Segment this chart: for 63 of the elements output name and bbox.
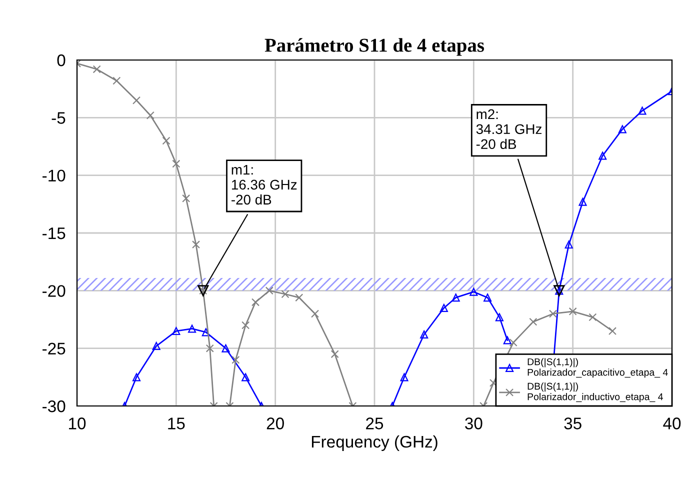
- y-tick-label: -20: [42, 285, 66, 297]
- point: [638, 106, 646, 115]
- y-tick-label: -30: [42, 400, 66, 412]
- point: [295, 294, 304, 302]
- point: [152, 342, 160, 350]
- point: [440, 304, 448, 312]
- point: [548, 310, 558, 318]
- point: [202, 328, 210, 336]
- point: [188, 324, 196, 333]
- x-tick-label: 30: [465, 418, 482, 430]
- x-tick-label: 35: [564, 418, 582, 430]
- x-tick-label: 20: [266, 418, 284, 430]
- x-tick-label: 10: [69, 418, 86, 430]
- x-tick-label: 25: [366, 418, 384, 430]
- point: [420, 330, 428, 339]
- x-tick-label: 40: [663, 418, 681, 430]
- x-tick-label: 15: [168, 418, 185, 430]
- y-tick-label: -25: [42, 342, 66, 355]
- point: [598, 152, 607, 160]
- annotation: m2: 34.31 GHz -20 dB: [476, 109, 542, 150]
- point: [132, 96, 141, 104]
- point: [251, 298, 260, 306]
- legend-label: DB(|S(1,1)|) Polarizador_inductivo_etapa_ 4: [528, 382, 663, 402]
- y-tick-label: -5: [52, 112, 66, 124]
- point: [206, 344, 214, 352]
- point: [162, 136, 170, 145]
- point: [503, 336, 512, 344]
- point: [568, 307, 577, 316]
- point: [509, 338, 518, 347]
- point: [484, 294, 492, 302]
- legend-label: DB(|S(1,1)|) Polarizador_capacitivo_etapa_ 4: [528, 358, 668, 378]
- annotation: m1: 16.36 GHz -20 dB: [232, 164, 297, 205]
- point: [281, 290, 290, 298]
- point: [222, 344, 230, 352]
- chart-title: Parámetro S11 de 4 etapas: [264, 38, 484, 56]
- point: [529, 318, 538, 326]
- point: [172, 327, 180, 336]
- point: [182, 194, 190, 202]
- point: [310, 310, 320, 318]
- point: [470, 288, 478, 296]
- point: [578, 198, 587, 206]
- point: [608, 327, 617, 336]
- point: [330, 350, 339, 358]
- point: [242, 373, 250, 382]
- point: [618, 125, 626, 134]
- point: [146, 111, 154, 120]
- point: [172, 160, 180, 168]
- y-tick-label: 0: [57, 54, 66, 66]
- x-axis-title: Frequency (GHz): [312, 435, 438, 451]
- point: [400, 373, 408, 382]
- point: [132, 373, 141, 382]
- point: [564, 240, 573, 249]
- point: [242, 321, 250, 330]
- point: [495, 313, 504, 322]
- point: [192, 240, 200, 249]
- point: [92, 65, 101, 74]
- point: [112, 76, 121, 85]
- y-tick-label: -10: [42, 170, 66, 182]
- y-tick-label: -15: [42, 228, 66, 240]
- point: [265, 286, 274, 295]
- point: [588, 313, 597, 322]
- point: [452, 294, 460, 302]
- point: [232, 356, 240, 364]
